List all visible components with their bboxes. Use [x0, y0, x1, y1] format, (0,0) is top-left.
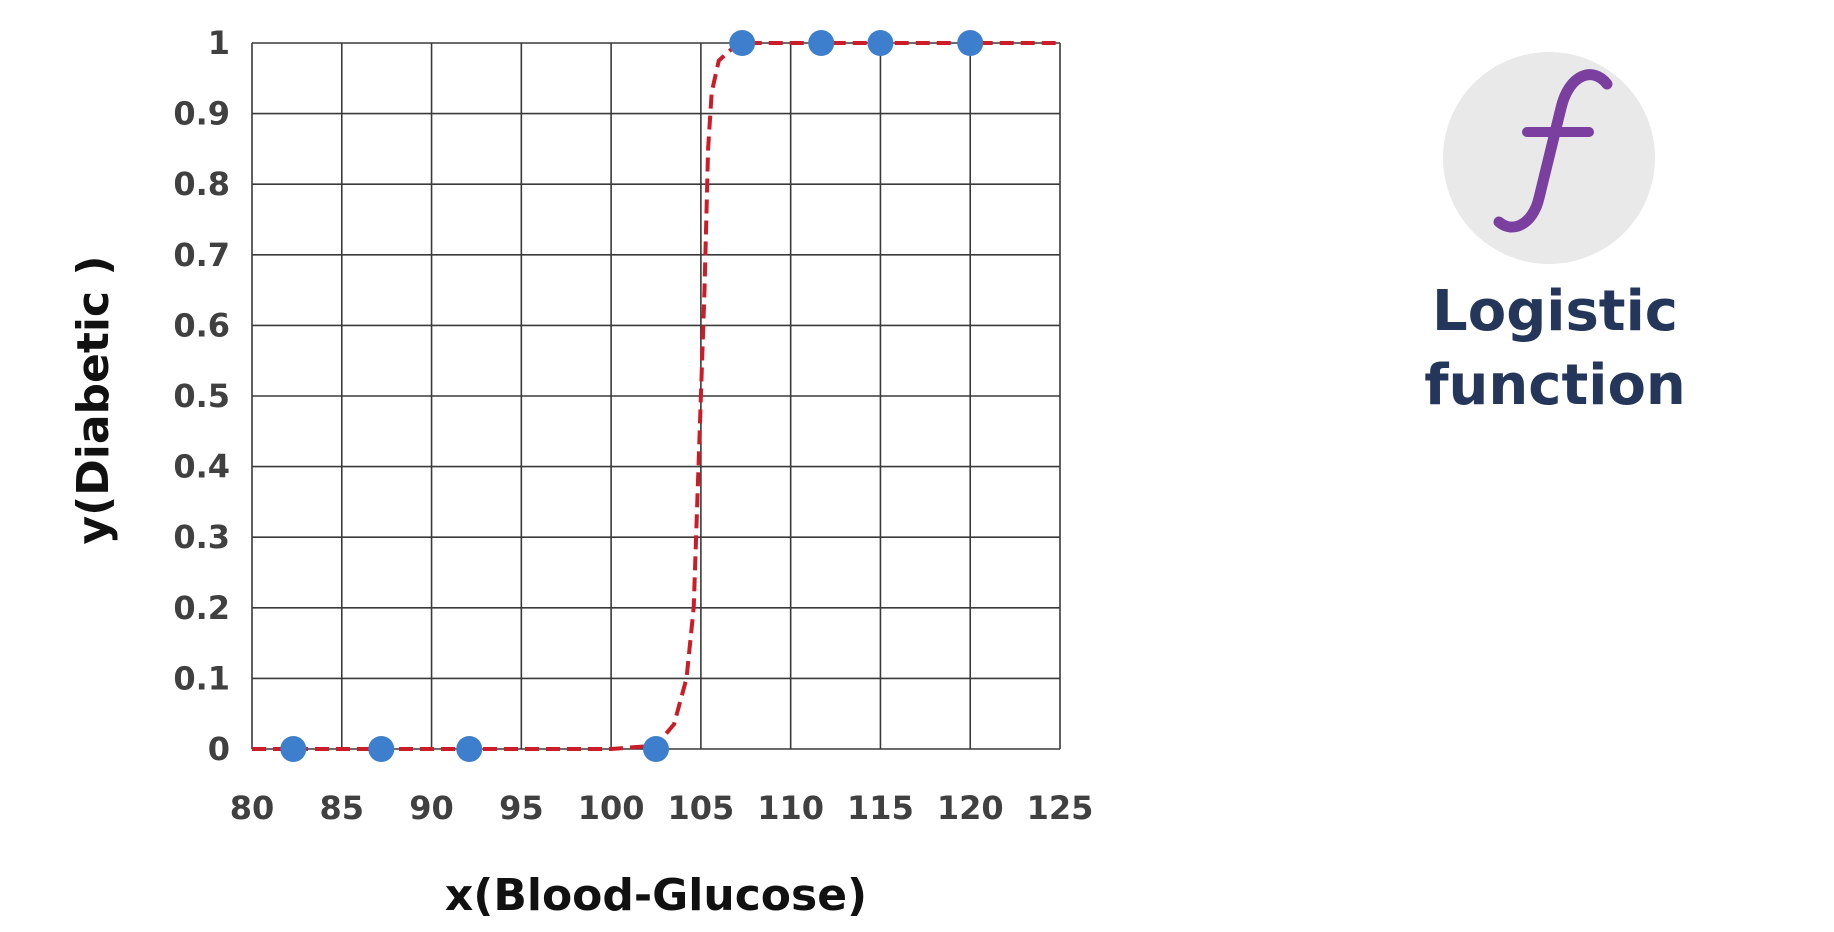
function-icon — [1493, 69, 1613, 233]
x-tick-label: 105 — [667, 789, 734, 827]
x-tick-label: 115 — [847, 789, 914, 827]
y-tick-label: 1 — [208, 24, 230, 62]
y-tick-label: 0.5 — [173, 377, 230, 415]
y-tick-label: 0.4 — [173, 448, 230, 486]
x-tick-label: 80 — [230, 789, 275, 827]
data-point — [867, 30, 894, 56]
y-tick-label: 0.3 — [173, 518, 230, 556]
y-tick-label: 0.2 — [173, 589, 230, 627]
x-tick-label: 85 — [320, 789, 365, 827]
data-point — [280, 736, 307, 762]
x-axis-ticks: 80 85 90 95 100 105 110 115 120 125 — [230, 789, 1094, 827]
data-point — [368, 736, 395, 762]
badge-label-line2: function — [1424, 353, 1686, 418]
x-tick-label: 125 — [1027, 789, 1094, 827]
badge-label-line1: Logistic — [1432, 279, 1678, 344]
y-axis-title: y(Diabetic ) — [68, 255, 119, 544]
y-tick-label: 0.1 — [173, 659, 230, 697]
data-point — [456, 736, 483, 762]
y-axis-ticks: 0 0.1 0.2 0.3 0.4 0.5 0.6 0.7 0.8 0.9 1 — [173, 24, 230, 768]
chart-grid — [251, 42, 1061, 750]
data-point — [643, 736, 669, 762]
y-tick-label: 0.9 — [173, 95, 230, 133]
badge-label: Logistic function — [1390, 275, 1720, 423]
data-point — [957, 30, 984, 56]
x-tick-label: 110 — [757, 789, 824, 827]
y-tick-label: 0 — [208, 730, 230, 768]
x-tick-label: 95 — [499, 789, 544, 827]
data-point — [729, 30, 756, 56]
x-axis-title: x(Blood-Glucose) — [445, 870, 867, 921]
x-tick-label: 100 — [578, 789, 645, 827]
data-point — [808, 30, 835, 56]
data-points — [280, 30, 984, 762]
logistic-curve — [252, 41, 1060, 751]
x-tick-label: 120 — [937, 789, 1004, 827]
y-tick-label: 0.8 — [173, 165, 230, 203]
x-tick-label: 90 — [409, 789, 454, 827]
y-tick-label: 0.7 — [173, 236, 230, 274]
y-tick-label: 0.6 — [173, 306, 230, 344]
function-badge — [1443, 52, 1655, 264]
